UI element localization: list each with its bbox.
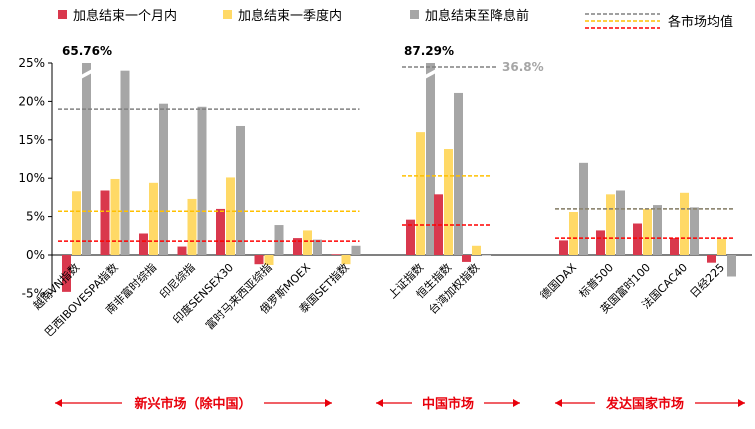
bar <box>341 255 351 265</box>
bar <box>416 132 425 255</box>
y-tick-label: 20% <box>18 94 45 108</box>
region-labels: 新兴市场（除中国） 中国市场 发达国家市场 <box>55 396 745 412</box>
y-tick-label: 0% <box>26 248 45 262</box>
bar <box>313 239 322 255</box>
bar <box>406 219 415 255</box>
bar <box>159 103 168 255</box>
bar <box>670 238 679 255</box>
bar <box>482 255 491 256</box>
bar <box>426 63 435 255</box>
legend-label-2: 加息结束一季度内 <box>238 8 342 24</box>
region-arrow-head <box>555 399 562 407</box>
bar <box>149 182 158 255</box>
y-tick-label: 10% <box>18 171 45 185</box>
bar <box>303 230 312 255</box>
bar <box>216 208 225 255</box>
bar <box>139 233 148 255</box>
y-tick-label: -5% <box>22 286 45 300</box>
bar <box>680 192 689 255</box>
region-arrow-head <box>376 399 383 407</box>
bar <box>254 255 264 265</box>
bar <box>187 198 197 255</box>
bar <box>331 254 341 255</box>
bar <box>633 223 642 255</box>
plot-area: 越南VN指数巴西IBOVESPA指数南非富时综指印尼综指印度SENSEX30富时… <box>30 44 736 339</box>
category-label: 巴西IBOVESPA指数 <box>41 260 120 339</box>
bar <box>236 125 245 255</box>
bar <box>690 207 699 255</box>
bar <box>177 246 187 255</box>
bar <box>462 255 471 262</box>
bar <box>727 255 736 277</box>
y-tick-label: 15% <box>18 133 45 147</box>
axes: 25% 20% 15% 10% 5% 0% -5% <box>18 56 752 300</box>
y-tick-label: 25% <box>18 56 45 70</box>
bar <box>643 208 652 255</box>
bar <box>616 190 625 255</box>
bar <box>653 205 662 255</box>
bar <box>110 178 120 255</box>
bar <box>579 162 588 255</box>
legend-avg-label: 各市场均值 <box>668 14 733 30</box>
bar <box>100 190 110 255</box>
bar <box>454 92 463 256</box>
legend-swatch-1 <box>58 10 67 19</box>
category-label: 德国DAX <box>537 260 579 302</box>
bar <box>120 70 130 256</box>
legend-label-3: 加息结束至降息前 <box>425 8 529 24</box>
annotation-avg-value: 36.8% <box>502 60 544 74</box>
region-label: 新兴市场（除中国） <box>134 396 251 412</box>
annotation-value: 65.76% <box>62 44 112 58</box>
region-arrow-head <box>513 399 520 407</box>
bar <box>226 177 235 255</box>
region-label: 发达国家市场 <box>605 396 684 412</box>
axis-break-mark <box>81 69 92 79</box>
bar <box>82 63 91 255</box>
legend-swatch-3 <box>410 10 419 19</box>
legend-label-1: 加息结束一个月内 <box>73 8 177 24</box>
y-tick-label: 5% <box>26 210 45 224</box>
bar <box>444 149 453 255</box>
annotation-value: 87.29% <box>404 44 454 58</box>
bar <box>293 238 302 255</box>
bar <box>62 255 71 292</box>
region-arrow-head <box>55 399 62 407</box>
bar <box>606 194 615 255</box>
bar <box>264 255 274 265</box>
bar <box>717 238 726 255</box>
bar <box>707 255 716 263</box>
bar <box>351 245 361 255</box>
bar <box>472 245 481 255</box>
bar <box>559 240 568 255</box>
region-arrow-head <box>325 399 332 407</box>
category-label: 富时马来西亚综指 <box>202 260 274 332</box>
legend: 加息结束一个月内 加息结束一季度内 加息结束至降息前 各市场均值 <box>58 8 733 30</box>
bar <box>72 191 81 255</box>
region-arrow-head <box>738 399 745 407</box>
region-label: 中国市场 <box>422 396 474 412</box>
category-label: 日经225 <box>688 261 728 301</box>
bar <box>197 106 207 255</box>
axis-break-mark <box>425 69 436 79</box>
bar <box>274 225 284 255</box>
legend-swatch-2 <box>223 10 232 19</box>
bar <box>569 211 578 255</box>
bar <box>596 230 605 255</box>
